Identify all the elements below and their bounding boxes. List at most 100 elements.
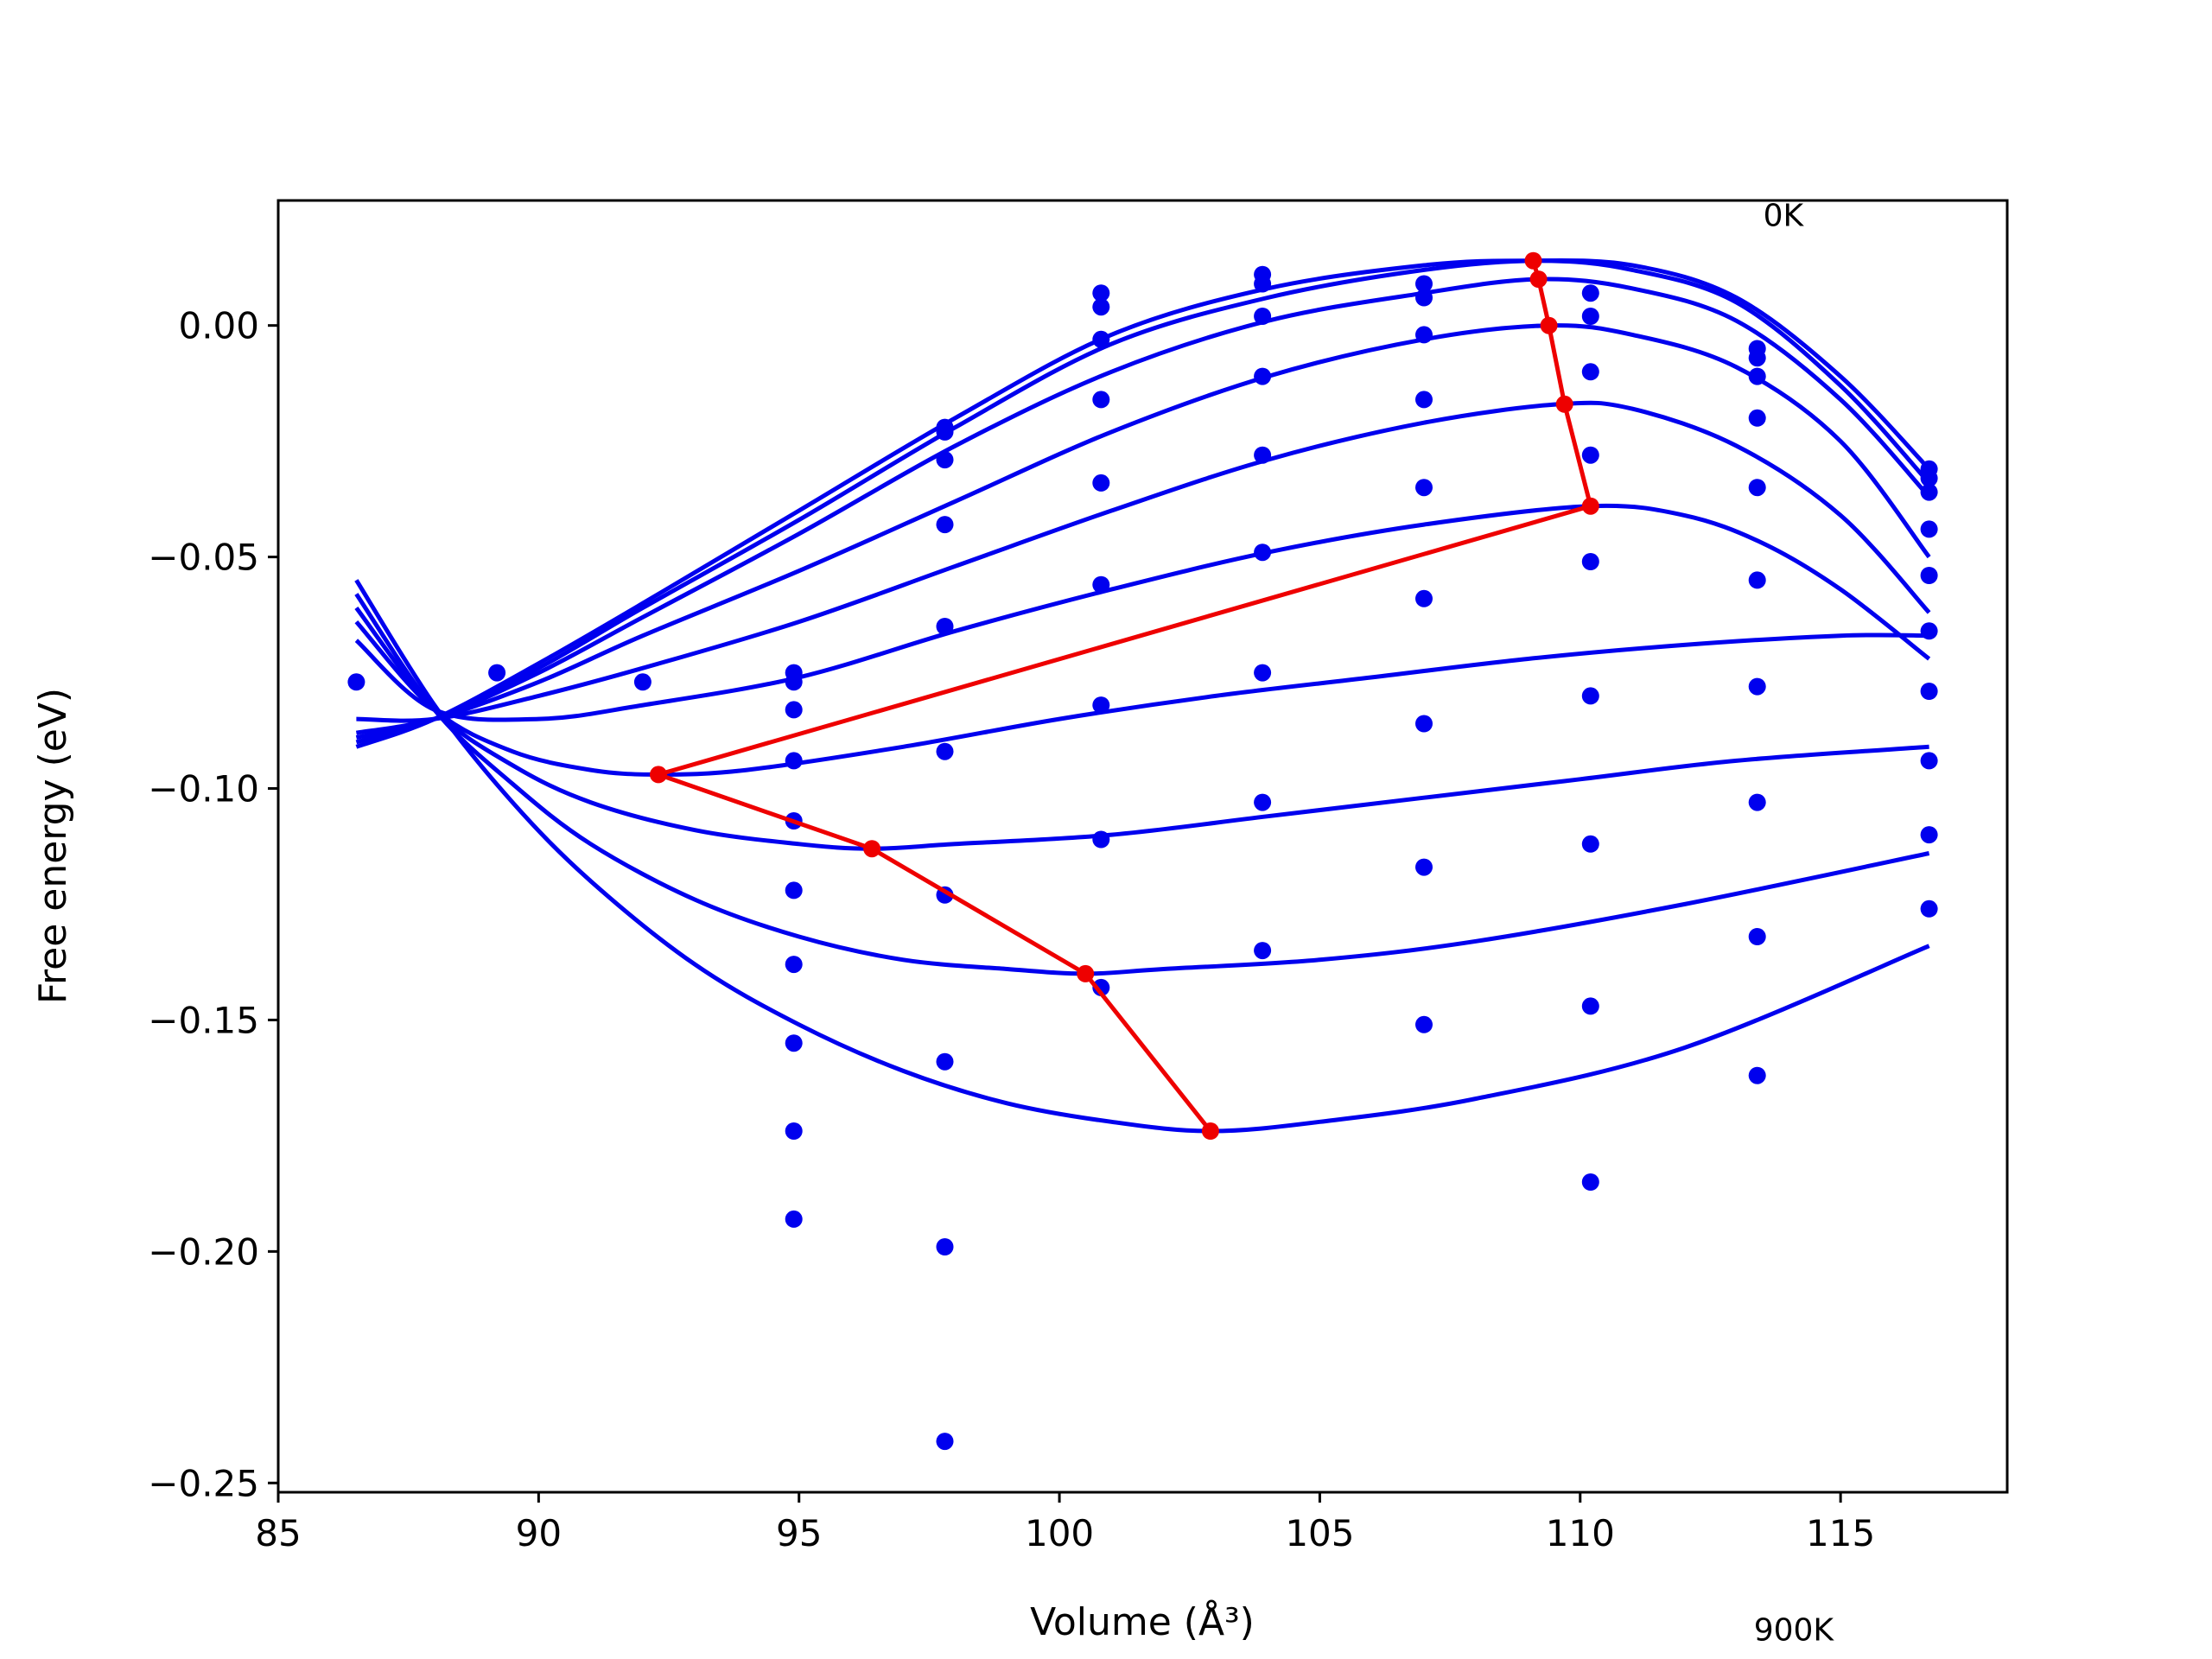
data-point	[1415, 326, 1433, 344]
data-point	[1748, 571, 1766, 589]
data-point	[1920, 683, 1938, 700]
data-point	[633, 673, 652, 691]
data-point	[1748, 409, 1766, 427]
fit-curve-5	[354, 503, 1931, 722]
data-point	[1254, 942, 1272, 960]
y-axis-ticks: 0.00 −0.05 −0.10 −0.15 −0.20 −0.25	[148, 305, 278, 1504]
data-point	[785, 1210, 803, 1228]
y-tick-label: −0.25	[148, 1462, 259, 1504]
data-point	[1415, 715, 1433, 733]
data-point	[936, 1052, 954, 1071]
data-point	[1581, 553, 1599, 570]
data-point	[1254, 793, 1272, 811]
data-point	[936, 451, 954, 469]
fit-curve-2	[355, 276, 1931, 741]
data-point	[1092, 978, 1110, 996]
data-point	[1415, 858, 1433, 876]
y-tick-label: 0.00	[178, 305, 259, 347]
minima-line	[651, 260, 1593, 1133]
data-point	[785, 1034, 803, 1052]
minima-point	[863, 840, 881, 858]
minima-point	[1581, 497, 1599, 515]
minima-point	[1529, 270, 1548, 289]
data-points	[347, 265, 1938, 1451]
fit-curve-0	[355, 257, 1931, 749]
data-point	[488, 664, 506, 682]
fit-curve-7	[354, 606, 1929, 851]
data-point	[1415, 391, 1433, 409]
data-point	[1581, 446, 1599, 464]
data-point	[1920, 899, 1938, 918]
data-point	[1748, 479, 1766, 497]
fit-curves	[354, 257, 1931, 1134]
data-point	[1092, 474, 1110, 492]
data-point	[1581, 835, 1599, 853]
data-point	[936, 423, 954, 441]
data-point	[1092, 330, 1110, 348]
temperature-annotation: 0K	[1764, 198, 1805, 233]
data-point	[1254, 275, 1272, 293]
data-point	[936, 742, 954, 760]
x-tick-label: 85	[255, 1512, 301, 1554]
data-point	[785, 673, 803, 691]
data-point	[1748, 793, 1766, 811]
data-point	[1415, 1015, 1433, 1033]
data-point	[1254, 308, 1272, 325]
data-point	[785, 752, 803, 770]
data-point	[1920, 483, 1938, 501]
x-axis-label: Volume (Å³)	[1030, 1599, 1255, 1644]
data-point	[785, 701, 803, 719]
data-point	[1920, 622, 1938, 640]
temperature-annotation: 900K	[1754, 1612, 1835, 1648]
minima-path	[650, 251, 1599, 1140]
fit-curve-8	[354, 593, 1930, 976]
data-point	[1092, 298, 1110, 316]
data-point	[1092, 696, 1110, 715]
data-point	[1581, 687, 1599, 705]
y-axis-label: Free energy (eV)	[31, 688, 75, 1004]
data-point	[1092, 575, 1110, 594]
x-tick-label: 100	[1025, 1512, 1094, 1554]
data-point	[1748, 349, 1766, 367]
data-point	[1581, 1173, 1599, 1191]
x-tick-label: 95	[776, 1512, 822, 1554]
data-point	[785, 881, 803, 899]
data-point	[1920, 752, 1938, 770]
data-point	[936, 1433, 954, 1451]
data-point	[1748, 1066, 1766, 1084]
minima-point	[1201, 1122, 1219, 1140]
fit-curve-3	[355, 323, 1931, 735]
data-point	[1092, 830, 1110, 849]
fit-curve-4	[356, 400, 1931, 723]
data-point	[1748, 928, 1766, 945]
data-point	[1254, 543, 1272, 562]
data-point	[936, 618, 954, 635]
data-point	[1748, 677, 1766, 696]
minima-point	[650, 766, 667, 784]
data-point	[785, 1122, 803, 1140]
data-point	[1581, 997, 1599, 1015]
data-point	[1920, 826, 1938, 844]
data-point	[936, 1238, 954, 1255]
data-point	[1092, 284, 1110, 302]
x-tick-label: 110	[1546, 1512, 1615, 1554]
data-point	[1920, 469, 1938, 487]
data-point	[1415, 289, 1433, 307]
minima-point	[1555, 395, 1573, 413]
minima-point	[1524, 251, 1542, 270]
minima-point	[1540, 316, 1558, 334]
data-point	[1092, 391, 1110, 409]
y-tick-label: −0.05	[148, 537, 259, 579]
x-axis-ticks: 85 90 95 100 105 110 115	[255, 1492, 1875, 1554]
y-tick-label: −0.15	[148, 999, 259, 1041]
data-point	[1254, 446, 1272, 464]
x-tick-label: 90	[516, 1512, 562, 1554]
data-point	[1415, 479, 1433, 497]
data-point	[1415, 589, 1433, 607]
data-point	[785, 956, 803, 974]
annotations: 0K 900K	[1754, 198, 1835, 1648]
data-point	[1748, 367, 1766, 385]
y-tick-label: −0.10	[148, 768, 259, 810]
minima-point	[1077, 964, 1095, 982]
